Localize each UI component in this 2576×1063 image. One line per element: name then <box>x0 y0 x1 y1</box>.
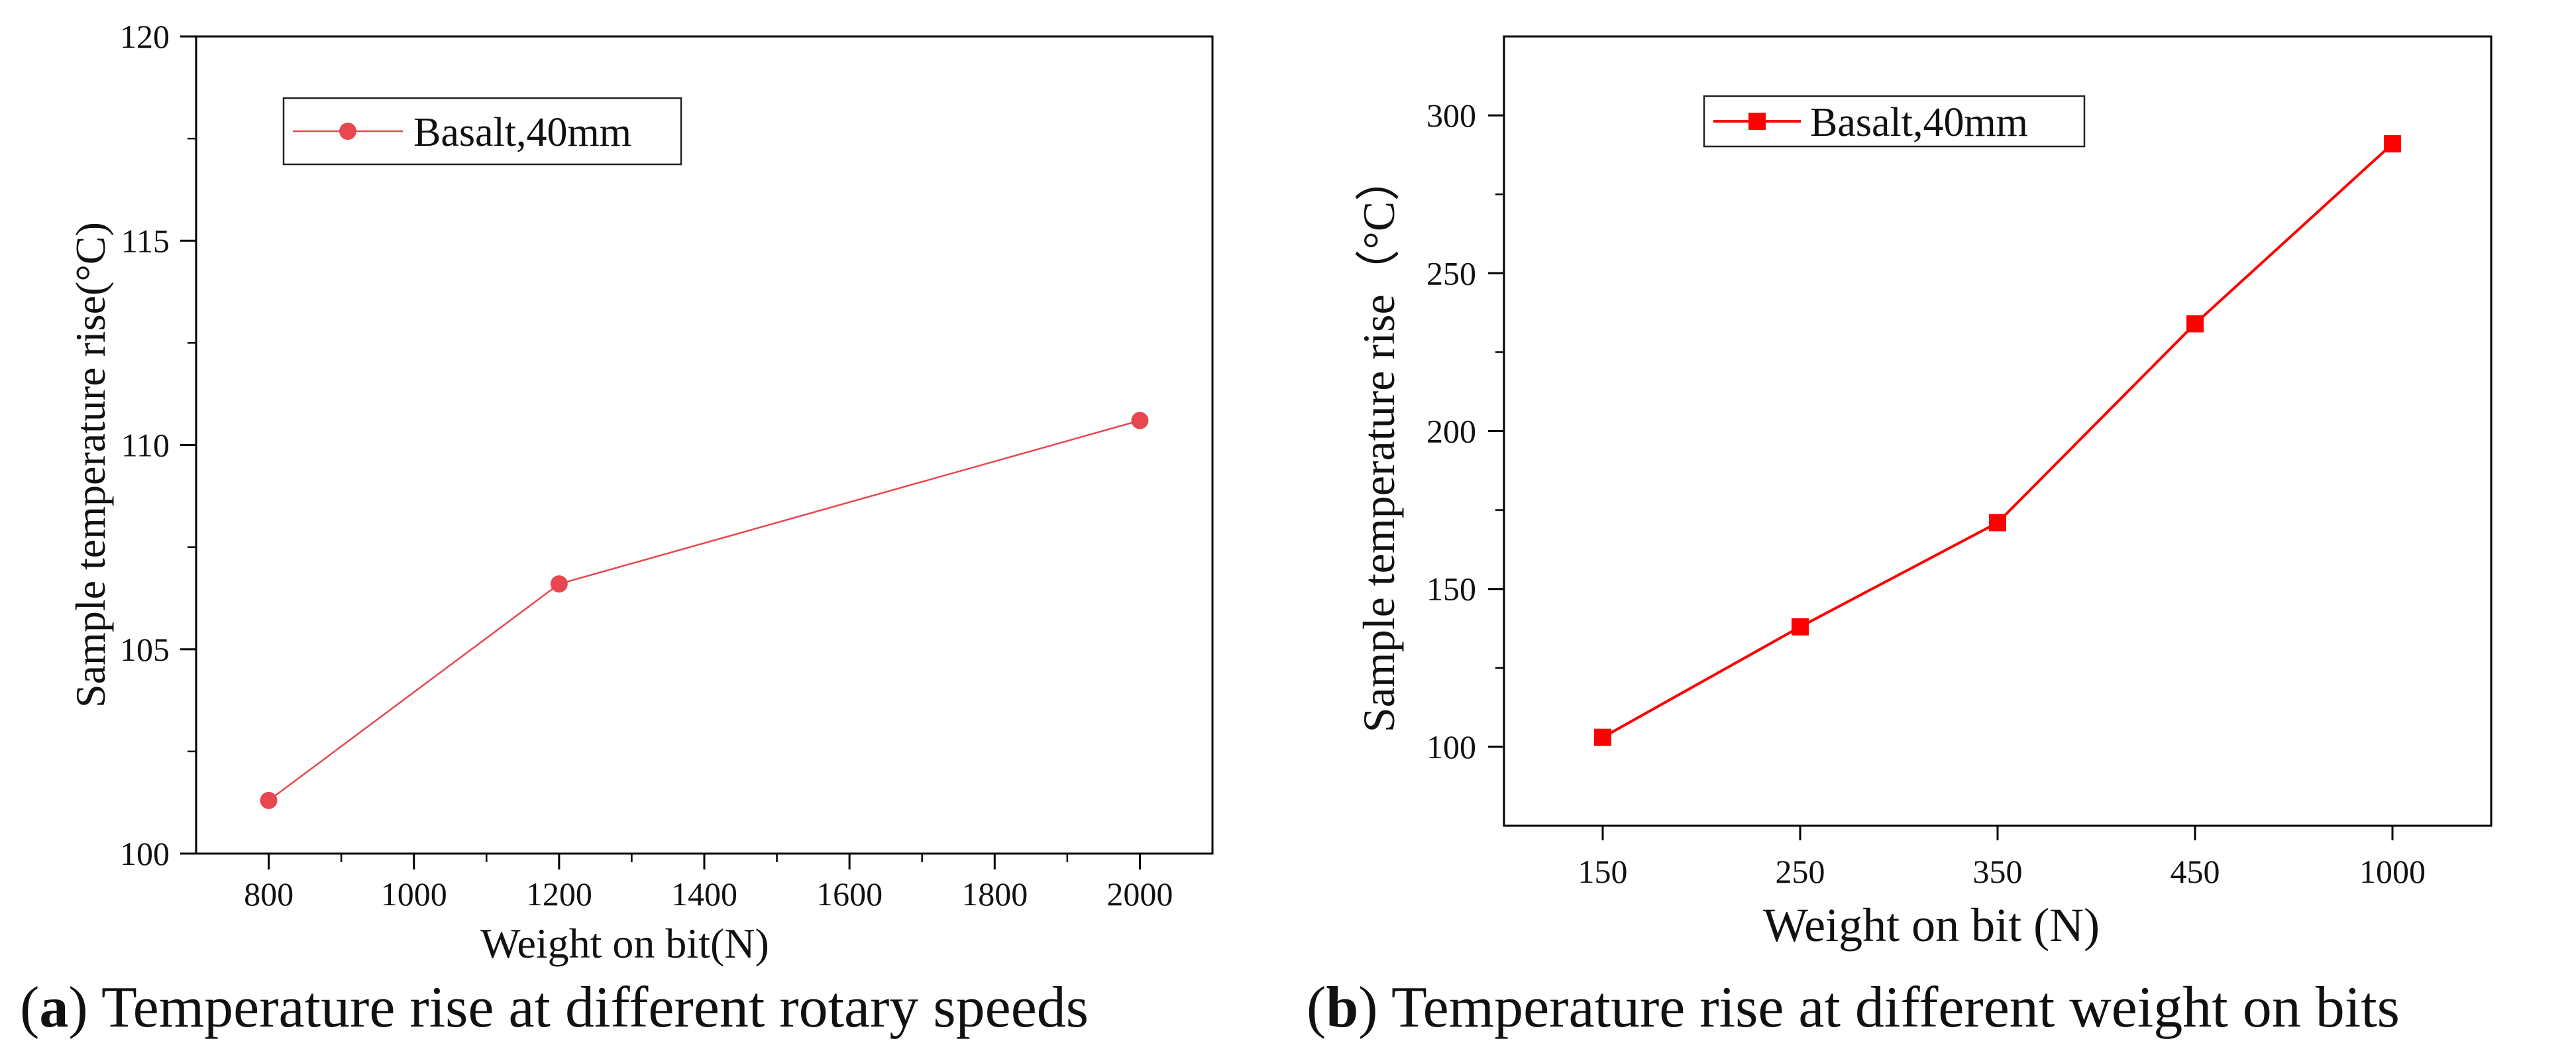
y-axis-label-b: Sample temperature rise（°C） <box>1354 156 1404 732</box>
y-tick-label-a: 110 <box>121 427 170 464</box>
data-point-a <box>550 575 568 593</box>
chart-a: 800 1000 1200 1400 1600 1800 2000 100 105 110 115 1… <box>67 18 1214 967</box>
legend-marker-b <box>1748 113 1766 130</box>
y-tick-label-b: 300 <box>1426 97 1476 134</box>
x-tick-label-b: 250 <box>1776 853 1825 890</box>
series-line-a <box>268 420 1140 801</box>
chart-panel-b: 150 250 350 450 1000 100 150 200 250 300 Weight on… <box>1288 0 2576 1063</box>
caption-b: (b) Temperature rise at different weight… <box>1307 976 2400 1040</box>
y-tick-label-a: 105 <box>120 631 170 668</box>
x-tick-label-a: 1800 <box>961 875 1028 913</box>
chart-b: 150 250 350 450 1000 100 150 200 250 300 Weight on… <box>1354 35 2493 952</box>
y-tick-label-a: 120 <box>120 18 170 55</box>
data-point-b <box>2186 315 2204 333</box>
y-tick-label-b: 200 <box>1426 413 1476 450</box>
caption-a-text: Temperature rise at different rotary spe… <box>87 976 1089 1040</box>
x-tick-label-a: 1600 <box>816 875 883 913</box>
legend-label-a: Basalt,40mm <box>413 110 631 155</box>
legend-marker-a <box>339 123 356 140</box>
series-line-b <box>1602 142 2394 739</box>
x-tick-label-a: 800 <box>244 875 294 913</box>
chart-panel-a: 800 1000 1200 1400 1600 1800 2000 100 105 110 115 1… <box>67 18 1214 967</box>
caption-b-text: Temperature rise at different weight on … <box>1377 976 2400 1040</box>
data-point-b <box>1989 514 2006 532</box>
legend-label-b: Basalt,40mm <box>1810 100 2028 145</box>
y-tick-label-b: 250 <box>1426 254 1476 292</box>
x-tick-label-a: 2000 <box>1106 875 1173 913</box>
x-tick-label-a: 1200 <box>526 875 592 913</box>
caption-a-letter: a <box>39 976 69 1040</box>
y-tick-label-b: 100 <box>1426 728 1476 765</box>
x-tick-label-b: 450 <box>2171 853 2220 890</box>
plot-frame-b <box>1503 35 2493 827</box>
data-point-a <box>1131 412 1149 429</box>
caption-a: (a) Temperature rise at different rotary… <box>20 976 1089 1040</box>
caption-b-letter: b <box>1326 976 1359 1040</box>
y-tick-label-a: 115 <box>121 222 170 259</box>
data-point-a <box>260 791 278 809</box>
data-point-b <box>1594 728 1611 746</box>
y-tick-label-b: 150 <box>1426 571 1476 608</box>
x-axis-label-b: Weight on bit (N) <box>1763 899 2100 952</box>
x-tick-label-b: 150 <box>1578 853 1628 890</box>
y-axis-label-a: Sample temperature rise(°C) <box>67 222 114 708</box>
x-tick-label-b: 350 <box>1973 853 2023 890</box>
x-axis-label-a: Weight on bit(N) <box>480 920 769 967</box>
x-tick-label-a: 1000 <box>381 875 447 913</box>
data-point-b <box>1792 618 1809 636</box>
data-point-b <box>2384 135 2401 152</box>
y-tick-label-a: 100 <box>120 835 170 872</box>
x-tick-label-a: 1400 <box>671 875 737 913</box>
x-tick-label-b: 1000 <box>2359 853 2426 890</box>
